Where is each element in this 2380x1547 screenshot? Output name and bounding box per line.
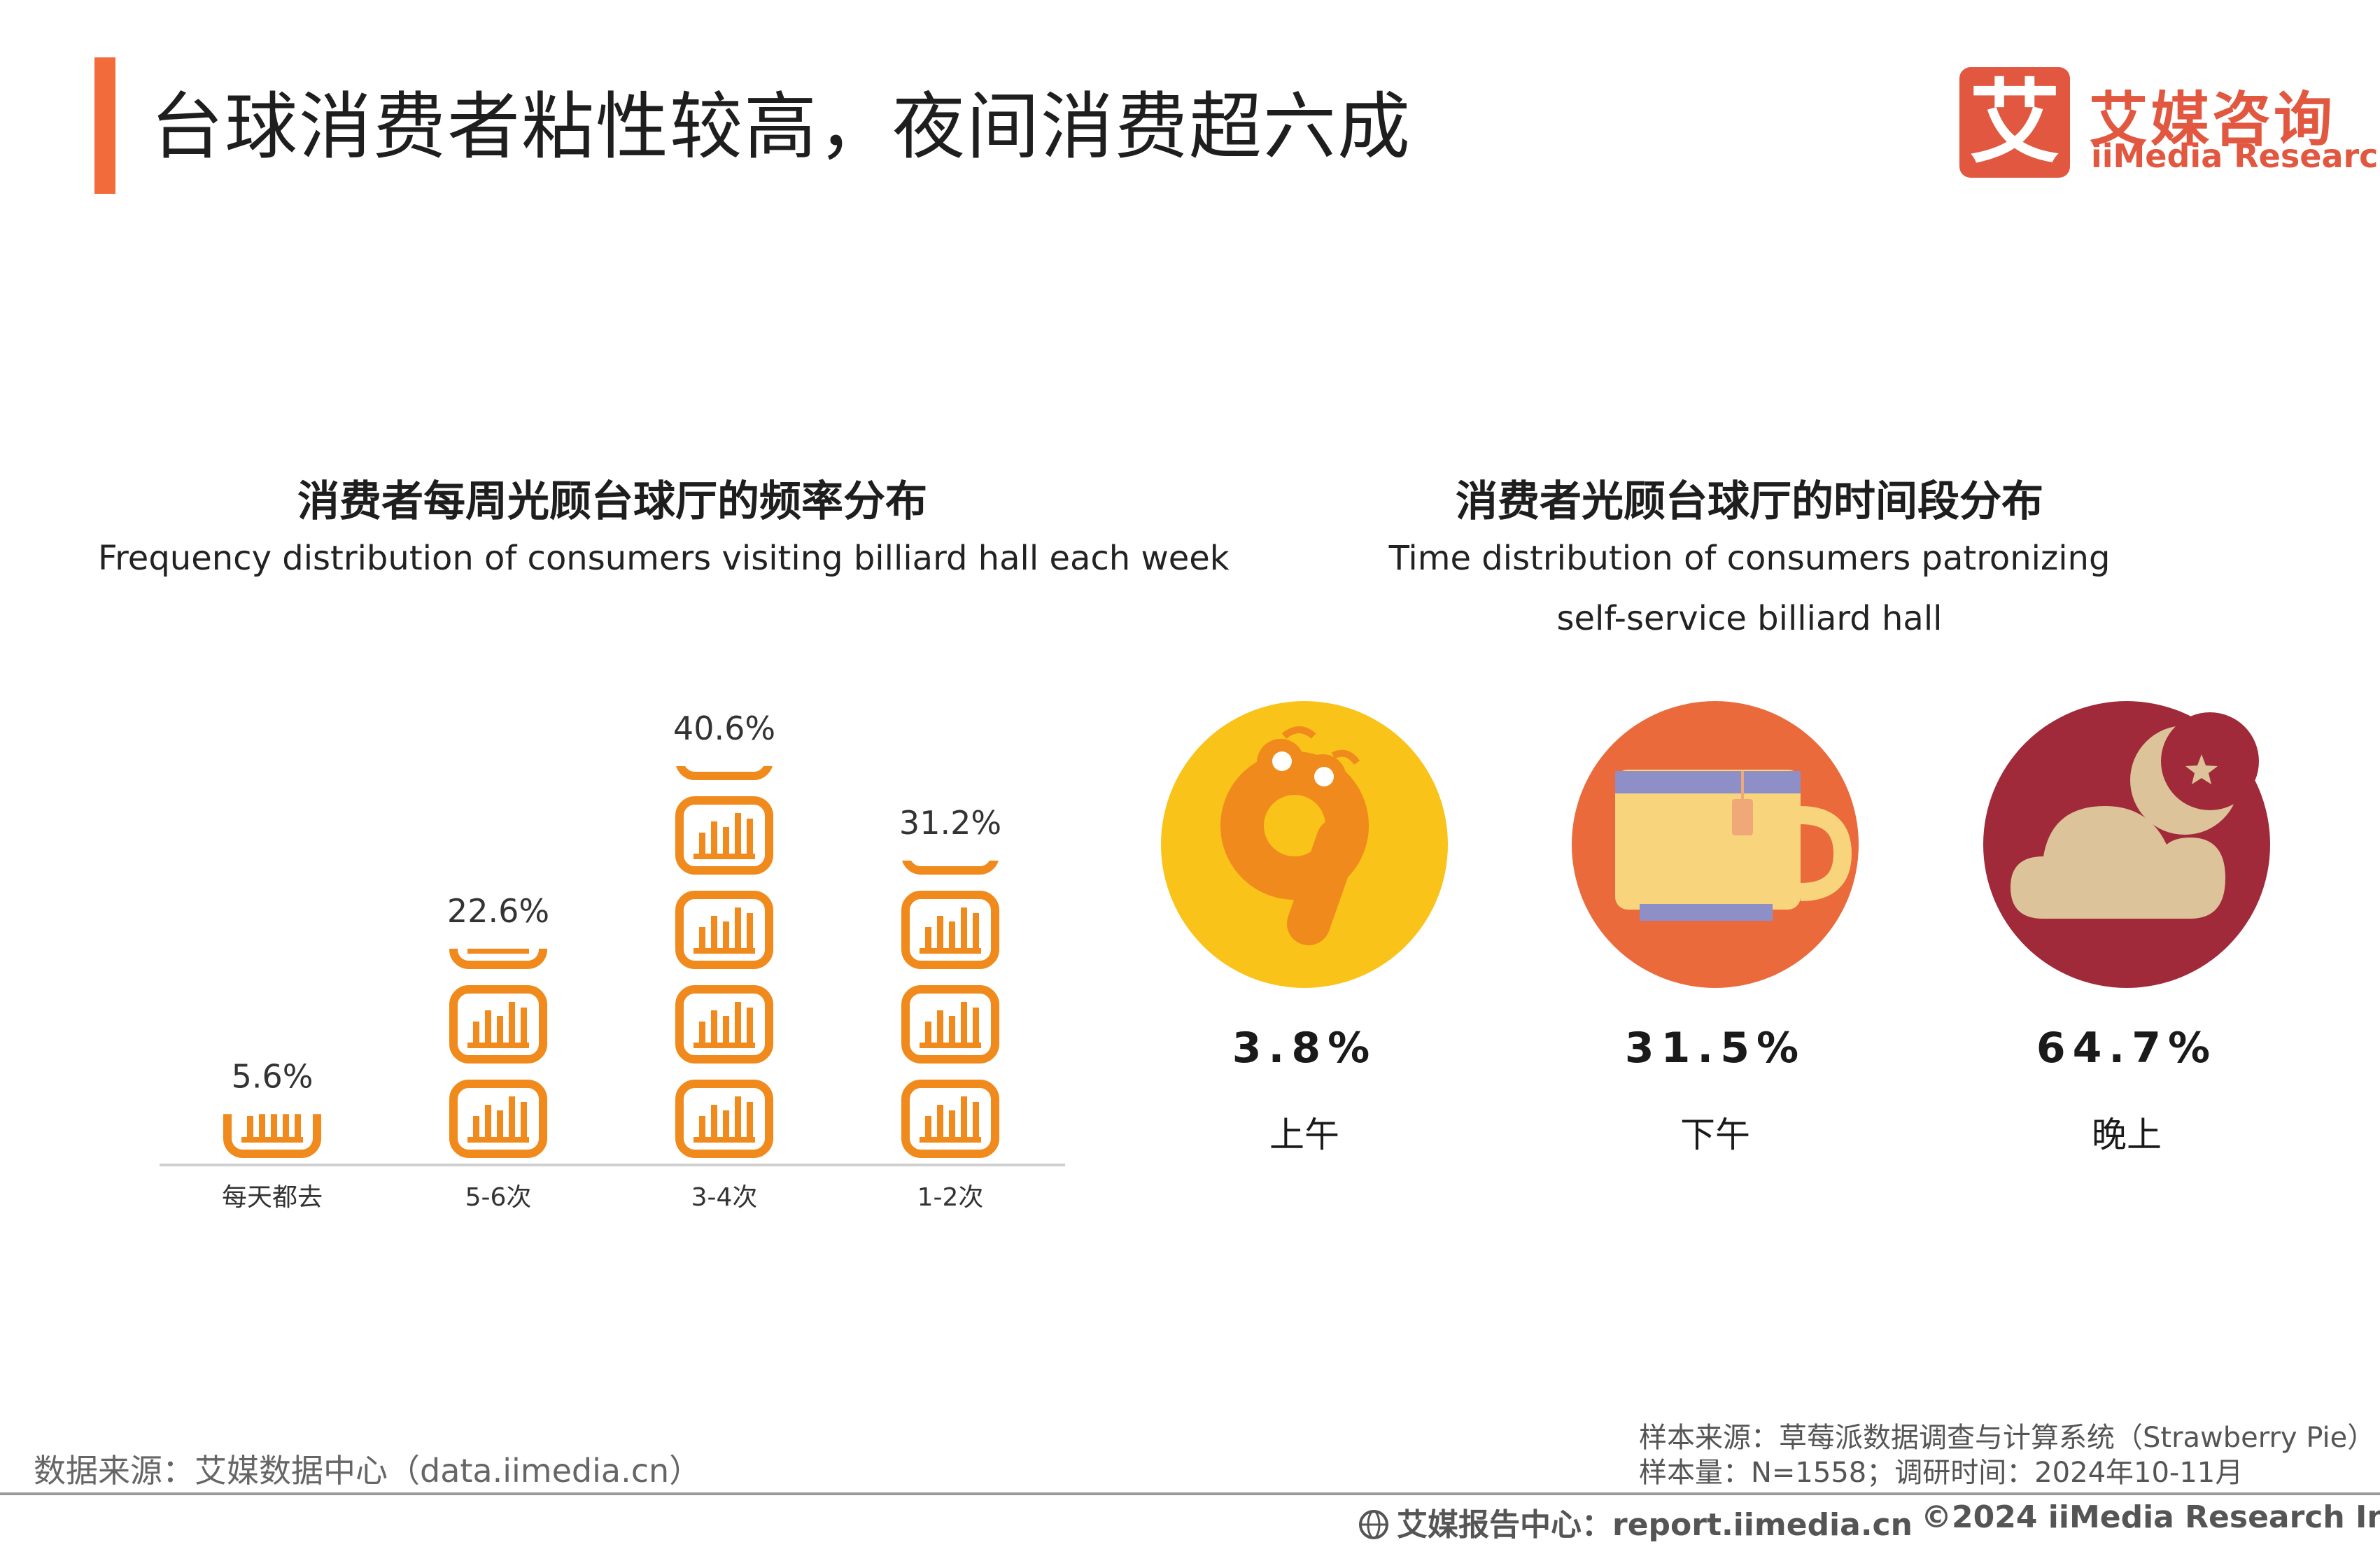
iimedia-logo: 艾 艾媒咨询 iiMedia Research [1959, 67, 2380, 179]
logo-text-cn: 艾媒咨询 [2089, 85, 2336, 154]
moon-cloud-icon [1983, 701, 2270, 988]
afternoon-percent: 31.5% [1624, 1024, 1806, 1073]
teacup-icon [1572, 701, 1859, 988]
category-label-4: 1-2次 [917, 1183, 984, 1212]
bar-2 [449, 948, 547, 1158]
title-accent-bar [94, 57, 115, 194]
value-label-1: 5.6% [232, 1057, 314, 1095]
right-chart-subtitle-2: self-service billiard hall [1556, 599, 1943, 638]
bar-4 [901, 861, 999, 1158]
sample-info: 样本来源：草莓派数据调查与计算系统（Strawberry Pie） 样本量：N=… [1639, 1420, 2375, 1490]
value-label-4: 31.2% [899, 804, 1001, 842]
globe-icon [1359, 1510, 1388, 1539]
bar-1 [223, 1114, 321, 1158]
evening-percent: 64.7% [2036, 1024, 2218, 1073]
logo-text-en: iiMedia Research [2091, 137, 2380, 175]
copyright: ©2024 iiMedia Research Inc [1921, 1499, 2380, 1535]
sample-size: 样本量：N=1558；调研时间：2024年10-11月 [1639, 1457, 2244, 1489]
right-chart-title: 消费者光顾台球厅的时间段分布 [1456, 477, 2043, 526]
left-chart-subtitle: Frequency distribution of consumers visi… [98, 539, 1230, 578]
left-chart-title: 消费者每周光顾台球厅的频率分布 [297, 477, 927, 526]
morning-percent: 3.8% [1232, 1024, 1377, 1073]
right-chart-subtitle-1: Time distribution of consumers patronizi… [1388, 539, 2111, 578]
category-label-3: 3-4次 [691, 1183, 758, 1212]
logo-mark: 艾 [1959, 67, 2070, 178]
morning-nine-icon [1161, 701, 1448, 988]
value-label-3: 40.6% [673, 709, 775, 747]
footer-divider [0, 1492, 2380, 1495]
category-label-1: 每天都去 [222, 1183, 323, 1212]
page-title: 台球消费者粘性较高，夜间消费超六成 [150, 84, 1412, 169]
bar-3 [675, 766, 773, 1158]
data-source: 数据来源：艾媒数据中心（data.iimedia.cn） [34, 1452, 702, 1490]
evening-label: 晚上 [2092, 1115, 2162, 1155]
morning-label: 上午 [1269, 1115, 1339, 1155]
report-center-text: 艾媒报告中心：report.iimedia.cn [1397, 1507, 1913, 1543]
value-label-2: 22.6% [447, 892, 549, 930]
report-center-link[interactable]: 艾媒报告中心：report.iimedia.cn [1358, 1499, 1913, 1544]
category-label-2: 5-6次 [465, 1183, 532, 1212]
afternoon-label: 下午 [1680, 1115, 1750, 1155]
sample-source: 样本来源：草莓派数据调查与计算系统（Strawberry Pie） [1639, 1422, 2376, 1454]
